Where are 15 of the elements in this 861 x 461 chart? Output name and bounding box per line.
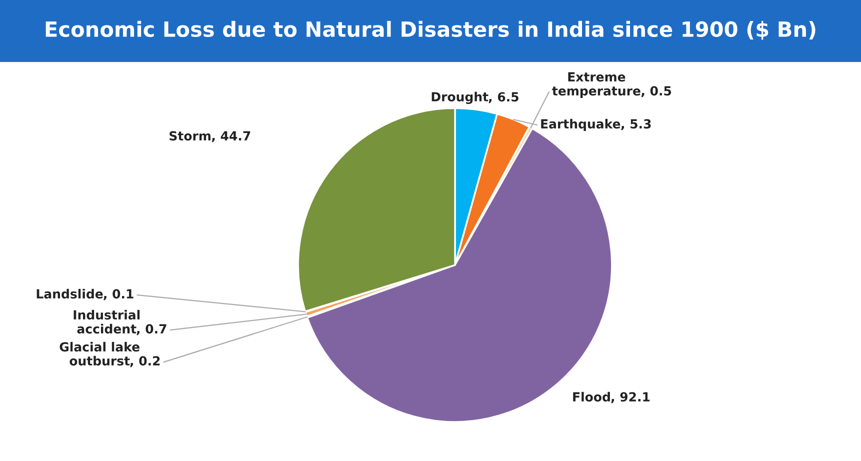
slice-label: Extreme temperature: [552, 72, 640, 98]
data-label: , 0.2: [130, 356, 160, 368]
data-label: , 5.3: [621, 119, 651, 130]
slice-label: Storm: [170, 131, 210, 141]
data-label: , 6.5: [488, 92, 518, 104]
data-label: , 92.1: [611, 392, 650, 404]
data-label: , 0.5: [641, 86, 672, 98]
chart-title: Economic Loss due to Natural Disasters in India since 1900 ($ Bn): [46, 20, 816, 40]
data-label: , 44.7: [212, 131, 250, 142]
slice-label: Landslide: [36, 288, 103, 299]
data-label: , 0.7: [136, 324, 166, 336]
slice-label: Drought: [432, 92, 488, 104]
slice-label: Earthquake: [541, 118, 620, 131]
slice-label: Flood: [573, 392, 610, 402]
data-label: , 0.1: [104, 289, 134, 300]
